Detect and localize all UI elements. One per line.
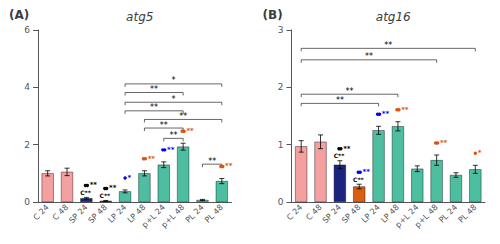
svg-text:**: ** xyxy=(401,106,409,114)
svg-text:(A): (A) xyxy=(9,8,29,22)
svg-text:**: ** xyxy=(148,155,156,163)
svg-text:(B): (B) xyxy=(263,8,283,22)
svg-text:LP 48: LP 48 xyxy=(125,202,148,225)
svg-text:C**: C** xyxy=(353,176,365,183)
svg-text:4: 4 xyxy=(24,82,30,92)
svg-text:PL 48: PL 48 xyxy=(203,203,225,225)
svg-text:p+L 48: p+L 48 xyxy=(413,203,440,230)
svg-text:**: ** xyxy=(440,139,448,147)
svg-text:C 48: C 48 xyxy=(304,202,324,223)
svg-text:LP 24: LP 24 xyxy=(360,203,382,225)
svg-text:**: ** xyxy=(365,52,373,61)
svg-text:**: ** xyxy=(384,41,392,50)
svg-text:**: ** xyxy=(208,157,216,166)
svg-text:LP 24: LP 24 xyxy=(106,203,128,225)
svg-text:**: ** xyxy=(169,131,177,140)
svg-text:SP 48: SP 48 xyxy=(87,203,109,225)
svg-text:LP 48: LP 48 xyxy=(379,202,402,225)
svg-text:0: 0 xyxy=(24,197,30,207)
svg-text:SP 24: SP 24 xyxy=(67,203,89,225)
svg-text:**: ** xyxy=(186,127,194,135)
svg-text:p+L 48: p+L 48 xyxy=(160,203,187,230)
svg-text:0: 0 xyxy=(278,197,284,207)
svg-text:PL 48: PL 48 xyxy=(457,203,479,225)
svg-text:*: * xyxy=(478,149,482,157)
svg-text:atg16: atg16 xyxy=(376,10,411,24)
svg-text:1: 1 xyxy=(278,140,284,150)
svg-text:PL 24: PL 24 xyxy=(437,203,459,225)
svg-text:C**: C** xyxy=(334,152,346,159)
svg-text:**: ** xyxy=(346,87,354,96)
svg-text:C 24: C 24 xyxy=(285,203,304,222)
svg-text:**: ** xyxy=(225,162,233,170)
svg-text:C**: C** xyxy=(100,192,112,199)
svg-text:**: ** xyxy=(150,103,158,112)
svg-text:C 24: C 24 xyxy=(32,203,51,222)
svg-text:PL 24: PL 24 xyxy=(184,203,206,225)
svg-text:atg5: atg5 xyxy=(126,10,153,24)
svg-text:p+L 24: p+L 24 xyxy=(140,202,167,230)
svg-text:**: ** xyxy=(167,146,175,154)
svg-text:**: ** xyxy=(179,112,187,121)
svg-text:SP 24: SP 24 xyxy=(321,203,343,225)
svg-text:2: 2 xyxy=(278,82,284,92)
svg-text:p+L 24: p+L 24 xyxy=(393,202,421,230)
svg-text:C**: C** xyxy=(80,189,92,196)
svg-text:**: ** xyxy=(382,110,390,118)
svg-text:3: 3 xyxy=(278,25,284,35)
svg-text:*: * xyxy=(171,76,175,85)
svg-text:**: ** xyxy=(160,121,168,130)
svg-text:6: 6 xyxy=(24,25,30,35)
svg-text:*: * xyxy=(127,174,131,182)
svg-text:*: * xyxy=(171,95,175,104)
svg-text:**: ** xyxy=(336,96,344,105)
svg-text:2: 2 xyxy=(24,140,30,150)
svg-text:C 48: C 48 xyxy=(50,202,71,223)
svg-text:SP 48: SP 48 xyxy=(340,203,362,225)
svg-text:**: ** xyxy=(150,85,158,94)
